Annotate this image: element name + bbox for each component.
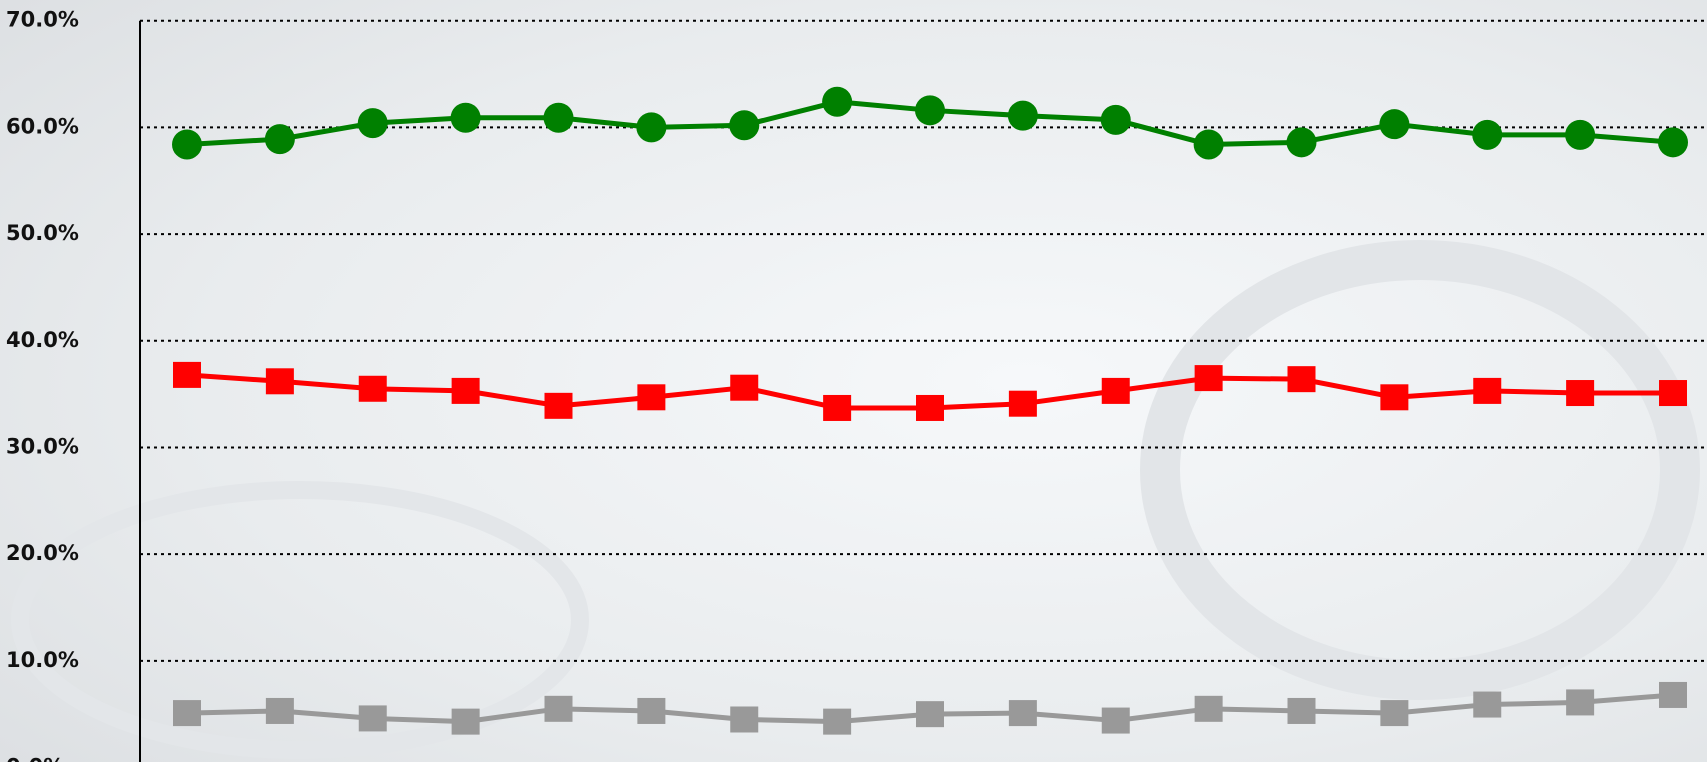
marker: [729, 110, 760, 141]
y-tick-label: 20.0%: [6, 541, 79, 565]
marker: [1101, 707, 1130, 734]
marker: [1100, 104, 1131, 135]
marker: [1194, 365, 1223, 392]
marker: [1101, 377, 1130, 404]
y-tick-label: 30.0%: [6, 434, 79, 458]
marker: [1193, 129, 1224, 160]
marker: [916, 394, 944, 421]
marker: [172, 129, 202, 160]
marker: [1566, 689, 1595, 716]
marker: [1473, 691, 1502, 718]
marker: [915, 95, 945, 126]
marker: [823, 708, 852, 735]
marker: [1194, 695, 1223, 722]
marker: [450, 102, 481, 133]
marker: [1658, 127, 1688, 158]
y-tick-label: 50.0%: [6, 221, 79, 245]
marker: [1659, 681, 1687, 708]
marker: [1008, 390, 1037, 417]
marker: [544, 695, 573, 722]
marker: [1473, 377, 1502, 404]
marker: [916, 701, 944, 728]
background-decoration: [1140, 240, 1700, 700]
marker: [451, 377, 480, 404]
marker: [637, 697, 666, 724]
y-tick-label: 60.0%: [6, 114, 79, 138]
marker: [637, 384, 666, 411]
marker: [543, 102, 574, 133]
marker: [1007, 100, 1038, 131]
marker: [1286, 127, 1317, 158]
marker: [265, 368, 294, 395]
y-tick-label: 40.0%: [6, 328, 79, 352]
marker: [357, 108, 388, 139]
marker: [1287, 366, 1316, 393]
marker: [823, 394, 852, 421]
marker: [1565, 119, 1596, 150]
y-tick-label: 0.0%: [6, 755, 64, 762]
marker: [264, 124, 295, 155]
marker: [173, 700, 201, 727]
marker: [451, 708, 480, 735]
marker: [173, 361, 201, 388]
marker: [1008, 700, 1037, 727]
background-decoration: [11, 481, 589, 759]
marker: [358, 705, 387, 732]
marker: [1566, 380, 1595, 407]
marker: [1287, 697, 1316, 724]
marker: [730, 706, 759, 733]
marker: [544, 392, 573, 419]
marker: [1659, 380, 1687, 407]
marker: [358, 375, 387, 402]
marker: [636, 112, 667, 143]
y-tick-label: 70.0%: [6, 8, 79, 32]
marker: [1379, 109, 1410, 140]
marker: [822, 86, 853, 117]
marker: [1472, 119, 1503, 150]
marker: [1380, 384, 1409, 411]
y-tick-label: 10.0%: [6, 648, 79, 672]
marker: [1380, 700, 1409, 727]
marker: [730, 374, 759, 401]
marker: [265, 697, 294, 724]
